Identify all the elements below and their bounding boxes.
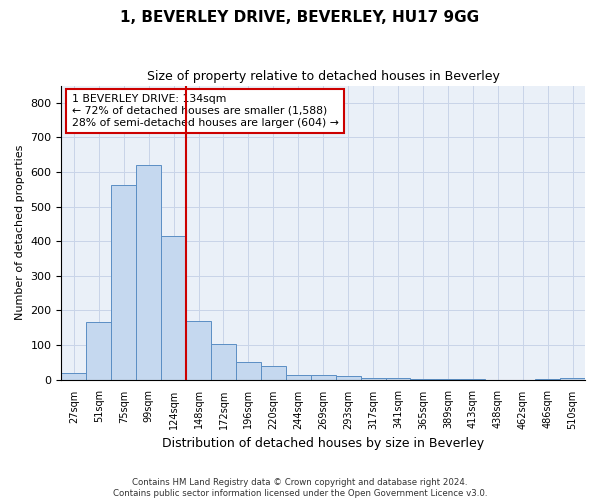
Bar (560, 378, 585, 380)
Bar (136, 165, 161, 380)
Bar (86, 322, 111, 380)
Bar (410, 378, 436, 380)
Bar (236, 362, 261, 380)
Y-axis label: Number of detached properties: Number of detached properties (15, 145, 25, 320)
Bar (386, 378, 410, 380)
Bar (535, 378, 560, 380)
Bar (460, 379, 485, 380)
Bar (111, 185, 136, 380)
Bar (436, 379, 460, 380)
Bar (211, 344, 236, 380)
Bar (286, 376, 311, 380)
X-axis label: Distribution of detached houses by size in Beverley: Distribution of detached houses by size … (162, 437, 484, 450)
Title: Size of property relative to detached houses in Beverley: Size of property relative to detached ho… (147, 70, 500, 83)
Text: 1 BEVERLEY DRIVE: 134sqm
← 72% of detached houses are smaller (1,588)
28% of sem: 1 BEVERLEY DRIVE: 134sqm ← 72% of detach… (72, 94, 339, 128)
Bar (335, 376, 361, 380)
Bar (361, 378, 386, 380)
Bar (61, 374, 86, 380)
Text: Contains HM Land Registry data © Crown copyright and database right 2024.
Contai: Contains HM Land Registry data © Crown c… (113, 478, 487, 498)
Bar (161, 236, 186, 380)
Text: 1, BEVERLEY DRIVE, BEVERLEY, HU17 9GG: 1, BEVERLEY DRIVE, BEVERLEY, HU17 9GG (121, 10, 479, 25)
Bar (186, 321, 211, 380)
Bar (311, 376, 335, 380)
Bar (261, 366, 286, 380)
